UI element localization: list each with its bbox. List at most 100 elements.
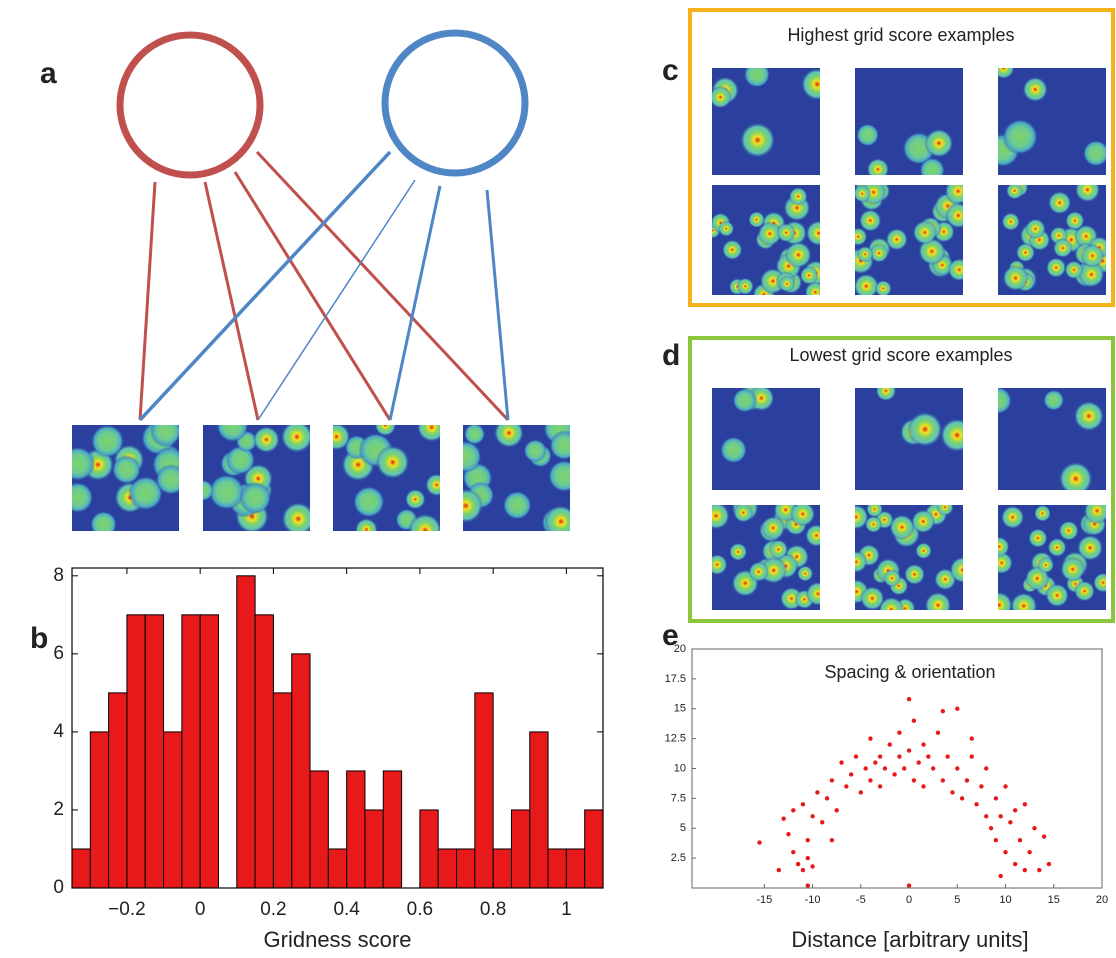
- network-diagram: [116, 29, 529, 422]
- rate-map: [712, 68, 820, 175]
- y-tick-label: 5: [680, 822, 686, 834]
- blob: [1022, 76, 1049, 103]
- blobs: [855, 185, 963, 295]
- blob: [911, 509, 936, 534]
- blobs: [856, 123, 954, 175]
- point: [906, 748, 912, 753]
- point: [897, 754, 902, 759]
- bar: [364, 809, 384, 889]
- bar: [419, 809, 439, 889]
- bar: [547, 848, 567, 889]
- blob: [463, 440, 482, 473]
- rate-map: [855, 185, 963, 295]
- blob: [1000, 505, 1025, 530]
- rate-map: [998, 68, 1106, 175]
- point: [911, 718, 917, 723]
- bar: [474, 692, 494, 889]
- blobs: [712, 187, 820, 295]
- point: [897, 730, 902, 735]
- blob: [1047, 190, 1072, 215]
- blob: [1045, 583, 1070, 608]
- blobs: [72, 425, 179, 531]
- rate-map: [855, 505, 963, 610]
- point: [868, 736, 873, 741]
- blob: [788, 187, 808, 206]
- point: [1022, 802, 1028, 807]
- panel-frame: [688, 336, 1115, 623]
- bar: [437, 848, 458, 889]
- x-tick-label: 20: [1096, 894, 1108, 906]
- x-tick-label: -10: [805, 894, 821, 906]
- point: [877, 784, 883, 789]
- blob: [856, 123, 880, 147]
- blob: [875, 388, 897, 402]
- blobs: [712, 505, 820, 610]
- point: [877, 754, 883, 759]
- point: [935, 730, 941, 735]
- blob: [912, 220, 938, 245]
- blob: [1064, 260, 1084, 280]
- bar: [309, 770, 329, 889]
- blob: [768, 539, 789, 560]
- point: [839, 760, 844, 765]
- x-tick-label: 15: [1048, 894, 1060, 906]
- point: [940, 778, 946, 783]
- blob: [903, 563, 926, 586]
- blob: [252, 425, 281, 454]
- blob: [720, 436, 748, 464]
- bar: [144, 614, 165, 889]
- blob: [1043, 389, 1065, 411]
- chart-title: Spacing & orientation: [824, 662, 995, 682]
- plot-frame: [71, 567, 604, 889]
- point: [916, 760, 921, 765]
- blob: [281, 501, 310, 531]
- blob: [352, 485, 385, 518]
- blob: [1037, 556, 1055, 574]
- point: [820, 820, 825, 825]
- blob: [855, 273, 880, 295]
- bar: [71, 848, 91, 889]
- blob: [998, 536, 1010, 558]
- blob: [855, 550, 868, 573]
- bar: [529, 731, 549, 889]
- y-tick-label: 7.5: [671, 792, 686, 804]
- point: [829, 838, 835, 843]
- point: [781, 816, 786, 821]
- point: [1022, 867, 1028, 873]
- point: [810, 814, 815, 819]
- blob: [1073, 400, 1105, 432]
- point: [1012, 808, 1018, 813]
- blob: [1058, 520, 1079, 541]
- blob: [208, 474, 245, 511]
- blob: [858, 209, 882, 232]
- blob: [493, 425, 525, 449]
- blob: [1025, 218, 1046, 240]
- panel-label: e: [662, 619, 679, 652]
- point: [1017, 838, 1023, 843]
- rate-map: [855, 388, 963, 490]
- blob: [111, 455, 141, 485]
- blob: [797, 565, 814, 582]
- blobs: [875, 388, 963, 453]
- bar: [382, 770, 403, 889]
- blob: [1082, 140, 1106, 167]
- point: [853, 754, 859, 759]
- x-tick-label: 0.6: [407, 899, 433, 920]
- rate-map: [72, 425, 179, 531]
- blob: [733, 505, 754, 523]
- blob: [869, 243, 889, 263]
- point: [791, 808, 796, 813]
- point: [921, 742, 926, 747]
- point: [887, 742, 892, 747]
- x-axis-label: Gridness score: [264, 927, 412, 952]
- point: [810, 864, 815, 869]
- blob: [784, 241, 812, 269]
- blob: [72, 446, 96, 482]
- blob: [502, 490, 532, 520]
- point: [902, 766, 907, 771]
- blobs: [855, 505, 963, 610]
- panel-label: b: [30, 622, 48, 655]
- x-tick-label: −0.2: [108, 899, 146, 920]
- x-tick-label: 0.4: [333, 899, 360, 920]
